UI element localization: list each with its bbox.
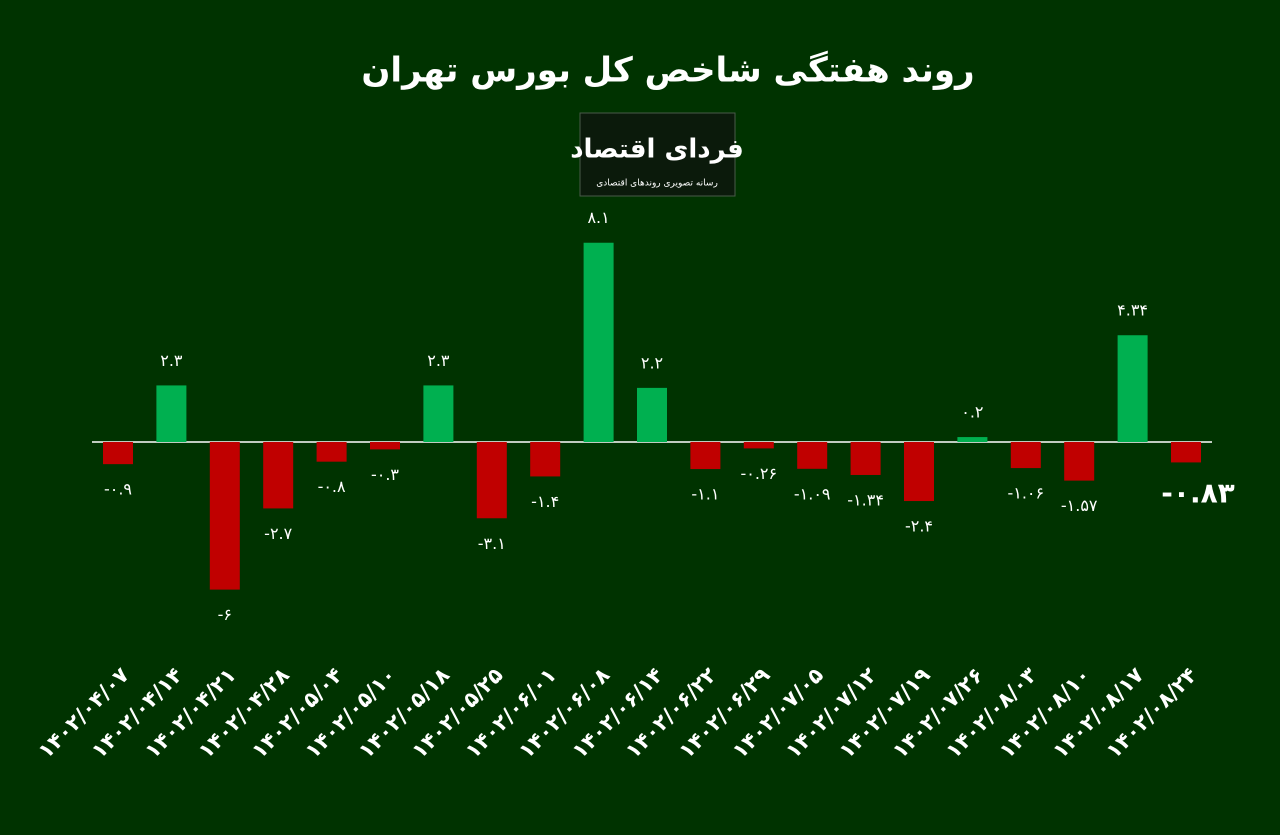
bar bbox=[316, 442, 347, 462]
bar bbox=[476, 442, 507, 519]
bar bbox=[904, 442, 934, 502]
value-label: ۲.۳ bbox=[427, 351, 450, 370]
value-label: -۰.۸ bbox=[318, 477, 346, 496]
value-label: ۴.۳۴ bbox=[1117, 301, 1148, 320]
bar bbox=[370, 442, 400, 450]
bar bbox=[637, 387, 667, 442]
value-label: -۳.۱ bbox=[478, 534, 506, 553]
bar bbox=[797, 442, 828, 469]
value-label: -۶ bbox=[218, 605, 232, 624]
bar bbox=[690, 442, 721, 470]
bar bbox=[263, 442, 294, 509]
bar bbox=[1064, 442, 1095, 481]
bar bbox=[423, 385, 454, 442]
value-label: ۲.۳ bbox=[160, 351, 183, 370]
bar bbox=[103, 442, 133, 465]
chart-title: روند هفتگی شاخص کل بورس تهران bbox=[361, 51, 974, 91]
value-label: -۰.۹ bbox=[104, 480, 132, 499]
value-label: -۱.۳۴ bbox=[847, 490, 884, 509]
logo: فردای اقتصاد رسانه تصویری روندهای اقتصاد… bbox=[570, 112, 744, 197]
value-label: ۲.۲ bbox=[641, 353, 663, 372]
bar bbox=[850, 442, 881, 475]
value-label: -۱.۵۷ bbox=[1061, 496, 1098, 515]
bar bbox=[530, 442, 561, 477]
logo-name: فردای اقتصاد bbox=[570, 135, 744, 165]
value-label: ۰.۲ bbox=[961, 403, 983, 422]
value-label: -۱.۱ bbox=[691, 485, 719, 504]
value-label: -۱.۴ bbox=[531, 492, 559, 511]
bar bbox=[209, 442, 240, 590]
value-label: -۱.۰۹ bbox=[794, 484, 831, 503]
bar bbox=[1010, 442, 1041, 469]
bar bbox=[743, 442, 774, 449]
value-label: -۲.۴ bbox=[905, 517, 933, 536]
bar bbox=[583, 242, 614, 442]
bar bbox=[156, 385, 187, 442]
value-label: -۱.۰۶ bbox=[1007, 484, 1044, 503]
logo-box bbox=[579, 112, 736, 197]
value-label: -۰.۸۳ bbox=[1161, 476, 1235, 509]
value-label: -۰.۳ bbox=[371, 465, 399, 484]
bar bbox=[1117, 335, 1148, 442]
bar bbox=[957, 437, 988, 442]
bar bbox=[1171, 442, 1201, 463]
value-label: ۸.۱ bbox=[587, 208, 609, 227]
value-label: -۲.۷ bbox=[264, 524, 292, 543]
value-label: -۰.۲۶ bbox=[740, 464, 777, 483]
logo-tagline: رسانه تصویری روندهای اقتصادی bbox=[596, 179, 718, 189]
